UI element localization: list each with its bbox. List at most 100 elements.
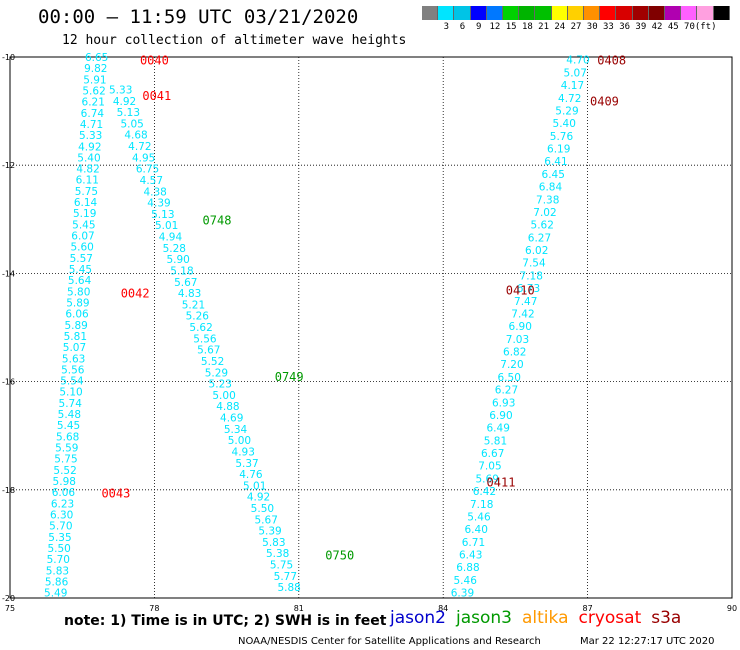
wave-height-value: 5.88 <box>277 582 300 594</box>
wave-height-value: 7.38 <box>536 194 559 206</box>
wave-height-value: 5.33 <box>79 130 102 142</box>
color-scale-swatch <box>519 6 536 20</box>
page-subtitle: 12 hour collection of altimeter wave hei… <box>62 33 407 48</box>
color-scale-swatch <box>648 6 666 20</box>
wave-height-value: 6.06 <box>65 309 89 321</box>
color-scale-label: 15 <box>505 22 517 32</box>
wave-height-value: 5.13 <box>117 107 140 119</box>
wave-height-value: 4.70 <box>566 55 589 67</box>
wave-height-value: 4.92 <box>247 492 270 504</box>
color-scale-label: 30 <box>586 22 598 32</box>
wave-height-value: 5.35 <box>48 532 71 544</box>
wave-height-value: 5.34 <box>224 424 248 436</box>
color-scale-swatch <box>486 6 504 20</box>
pass-time-label: 0748 <box>203 213 232 227</box>
wave-height-value: 6.45 <box>542 169 565 181</box>
wave-height-value: 7.02 <box>533 207 556 219</box>
pass-time-label: 0042 <box>121 286 150 300</box>
pass-time-label: 0040 <box>140 54 169 68</box>
wave-height-value: 4.17 <box>561 80 584 92</box>
pass-time-label: 0409 <box>590 94 619 108</box>
map-grid <box>10 57 732 598</box>
wave-height-value: 5.39 <box>258 526 281 538</box>
wave-height-value: 5.18 <box>170 265 193 277</box>
y-tick-label: -18 <box>2 486 15 495</box>
wave-height-value: 4.71 <box>80 119 103 131</box>
color-scale-label: 39 <box>635 22 647 32</box>
wave-height-value: 5.67 <box>255 514 278 526</box>
color-scale-label: 12 <box>489 22 501 32</box>
wave-height-value: 6.39 <box>451 588 474 600</box>
wave-height-value: 4.68 <box>124 130 147 142</box>
pass-time-label: 0750 <box>325 549 354 563</box>
color-scale-label: 42 <box>651 22 663 32</box>
color-scale-swatch <box>535 6 552 20</box>
wave-height-value: 6.02 <box>525 245 548 257</box>
wave-height-value: 6.73 <box>517 283 540 295</box>
wave-height-value: 5.01 <box>155 220 178 232</box>
wave-height-value: 5.67 <box>197 345 220 357</box>
y-tick-label: -12 <box>2 161 15 170</box>
wave-height-value: 6.50 <box>498 372 521 384</box>
wave-height-value: 5.76 <box>550 131 574 143</box>
y-tick-label: -10 <box>2 53 15 62</box>
wave-height-value: 5.46 <box>467 511 491 523</box>
color-scale-labels: 3 6 9 12 15 18 21 24 27 30 33 36 39 42 45 70 (ft) <box>422 22 730 34</box>
wave-height-value: 7.03 <box>506 334 529 346</box>
pass-time-label: 0749 <box>275 370 304 384</box>
pass-time-label: 0411 <box>487 476 516 490</box>
wave-height-value: 4.93 <box>232 446 255 458</box>
x-tick-label: 75 <box>5 604 15 613</box>
wave-height-value: 6.40 <box>465 524 488 536</box>
legend-entry: s3a <box>651 608 682 628</box>
wave-height-value: 5.10 <box>59 387 82 399</box>
satellite-legend: jason2 jason3 altika cryosat s3a <box>390 608 691 628</box>
color-scale-label: 33 <box>602 22 614 32</box>
x-tick-label: 84 <box>438 604 448 613</box>
wave-height-value: 4.95 <box>132 152 155 164</box>
color-scale-label: 21 <box>538 22 549 32</box>
wave-height-value: 7.20 <box>500 359 523 371</box>
wave-height-value: 5.69 <box>476 473 499 485</box>
wave-height-value: 5.56 <box>61 364 85 376</box>
wave-height-value: 5.60 <box>70 242 93 254</box>
wave-height-value: 6.23 <box>51 498 74 510</box>
color-scale-swatch <box>454 6 471 20</box>
color-scale-label: 36 <box>619 22 631 32</box>
wave-height-value: 5.90 <box>166 254 189 266</box>
legend-entry: altika <box>522 608 569 628</box>
wave-height-value: 5.56 <box>193 333 217 345</box>
map-frame <box>9 56 733 599</box>
wave-height-value: 5.91 <box>83 74 106 86</box>
wave-height-value: 5.75 <box>75 186 98 198</box>
wave-height-value: 5.45 <box>69 264 92 276</box>
wave-height-value: 5.59 <box>55 443 78 455</box>
color-scale-swatch <box>584 6 601 20</box>
wave-height-value: 5.77 <box>274 571 297 583</box>
wave-height-value: 6.90 <box>509 321 532 333</box>
color-scale-swatch <box>616 6 633 20</box>
wave-height-value: 7.54 <box>522 258 546 270</box>
wave-height-value: 6.84 <box>539 182 563 194</box>
wave-height-value: 4.76 <box>239 469 263 481</box>
wave-height-value: 7.47 <box>514 296 537 308</box>
wave-height-value: 6.07 <box>71 231 94 243</box>
wave-height-value: 5.64 <box>68 275 92 287</box>
wave-height-value: 7.18 <box>470 499 493 511</box>
wave-height-value: 5.62 <box>189 322 212 334</box>
wave-height-value: 6.65 <box>85 52 108 64</box>
wave-height-value: 6.88 <box>456 562 479 574</box>
wave-height-value: 5.38 <box>266 548 289 560</box>
wave-height-value: 6.30 <box>50 509 73 521</box>
wave-height-value: 5.23 <box>209 379 232 391</box>
wave-height-value: 5.07 <box>63 342 86 354</box>
wave-height-value: 6.67 <box>481 448 504 460</box>
wave-height-value: 6.74 <box>81 108 105 120</box>
wave-height-value: 4.39 <box>147 198 170 210</box>
x-tick-label: 78 <box>149 604 159 613</box>
wave-height-value: 6.82 <box>503 347 526 359</box>
color-scale-label: 70 <box>684 22 695 32</box>
y-tick-label: -16 <box>2 378 15 387</box>
wave-height-value: 6.27 <box>495 385 518 397</box>
